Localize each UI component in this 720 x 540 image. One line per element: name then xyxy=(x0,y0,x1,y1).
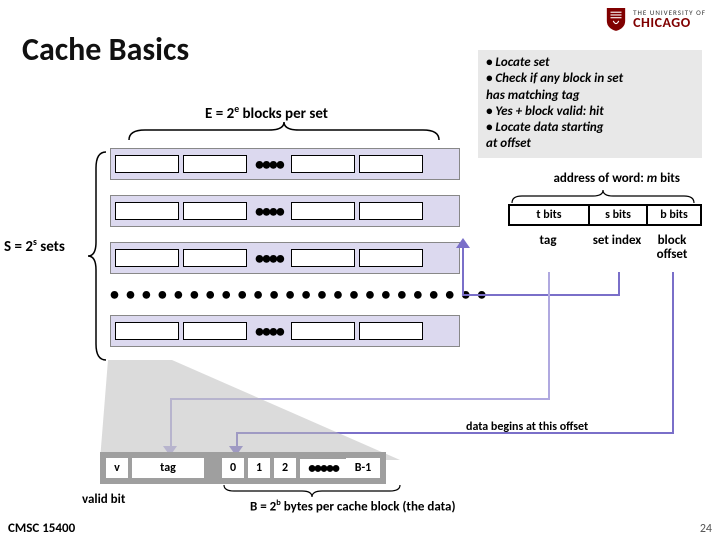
algorithm-callout: • Locate set • Check if any block in set… xyxy=(478,50,702,158)
connector-set xyxy=(462,244,464,296)
arrowhead-icon xyxy=(456,238,470,248)
callout-line: • Yes + block valid: hit xyxy=(486,104,694,120)
address-field-names: tag set index block offset xyxy=(508,234,698,263)
byte-cell: B-1 xyxy=(346,458,380,478)
block-offset-name: block offset xyxy=(646,234,698,263)
cache-block xyxy=(291,155,355,173)
cache-block xyxy=(183,155,247,173)
ellipsis-icon: ••••• xyxy=(300,459,346,478)
callout-line: • Locate set xyxy=(486,55,694,71)
b-bits-cell: b bits xyxy=(648,206,700,224)
t-bits-cell: t bits xyxy=(510,206,590,224)
brace-e xyxy=(125,120,443,142)
cache-block xyxy=(359,155,423,173)
set-index-name: set index xyxy=(588,234,646,263)
ellipsis-icon: •••• xyxy=(255,247,283,269)
connector-tag xyxy=(548,272,550,400)
connector-set xyxy=(618,272,620,296)
callout-line: has matching tag xyxy=(486,88,694,104)
byte-cell: 0 xyxy=(222,458,244,478)
brace-addr xyxy=(510,189,696,205)
ellipsis-icon: •••• xyxy=(255,200,283,222)
vertical-ellipsis-icon: •••••••••••••••••••••••• xyxy=(110,289,460,307)
shield-icon xyxy=(605,6,627,32)
page-number: 24 xyxy=(700,522,712,536)
address-bits-table: t bits s bits b bits xyxy=(508,204,702,226)
ellipsis-icon: •••• xyxy=(255,320,283,342)
callout-line: at offset xyxy=(486,136,694,152)
set-row: •••• xyxy=(110,242,460,274)
s-bits-cell: s bits xyxy=(590,206,648,224)
byte-cell: 1 xyxy=(248,458,270,478)
valid-bit-label: valid bit xyxy=(82,492,125,507)
callout-line: • Locate data starting xyxy=(486,120,694,136)
set-row: •••• xyxy=(110,148,460,180)
course-code: CMSC 15400 xyxy=(8,521,75,536)
tag-name: tag xyxy=(508,234,588,263)
brace-bytes xyxy=(222,484,402,498)
ellipsis-icon: •••• xyxy=(255,153,283,175)
cache-block xyxy=(115,155,179,173)
set-row: •••• xyxy=(110,195,460,227)
sets-label: S = 2s sets xyxy=(4,236,65,256)
address-width-label: address of word: m bits xyxy=(553,171,680,186)
callout-line: • Check if any block in set xyxy=(486,71,694,87)
data-offset-label: data begins at this offset xyxy=(466,420,588,434)
bytes-per-block-label: B = 2b bytes per cache block (the data) xyxy=(250,498,456,514)
tag-cell: tag xyxy=(132,458,204,478)
connector-set xyxy=(462,294,620,296)
university-logo: THE UNIVERSITY OF CHICAGO xyxy=(605,6,706,32)
valid-bit-cell: v xyxy=(106,458,128,478)
connector-offset xyxy=(672,272,674,434)
cache-block-detail: v tag 0 1 2 ••••• B-1 xyxy=(100,452,386,484)
set-row: •••• xyxy=(110,315,460,347)
byte-cell: 2 xyxy=(274,458,296,478)
cache-set-array: •••• •••• •••• •••••••••••••••••••••••• … xyxy=(110,148,460,362)
page-title: Cache Basics xyxy=(22,30,189,69)
brace-s xyxy=(86,148,108,364)
logo-title: CHICAGO xyxy=(633,16,706,30)
